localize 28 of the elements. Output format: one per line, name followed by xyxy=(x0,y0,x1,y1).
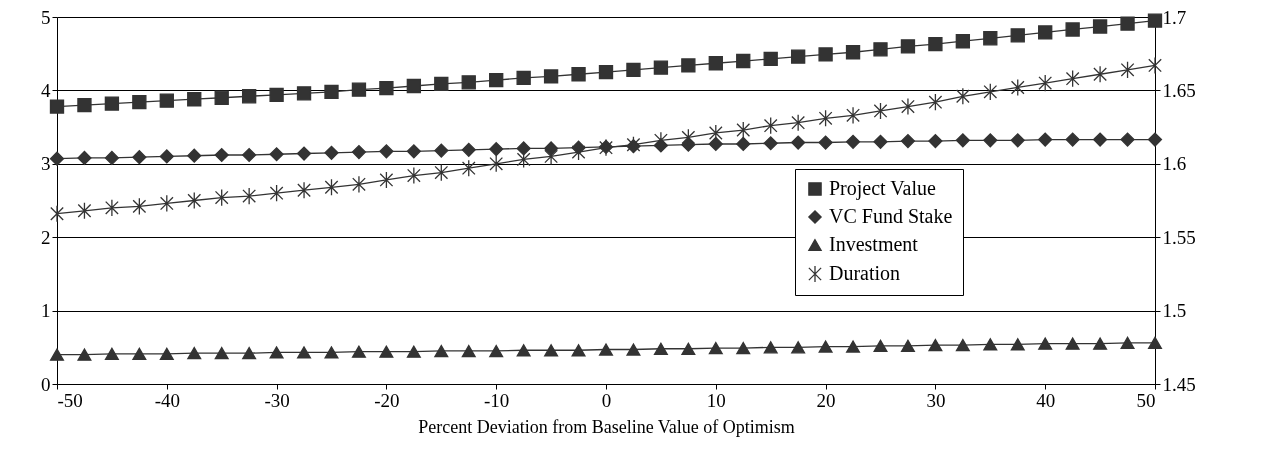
y-tick-label: 2 xyxy=(41,226,51,248)
x-tick-label: -50 xyxy=(57,389,83,411)
legend-label: VC Fund Stake xyxy=(829,205,953,227)
y2-tick-label: 1.65 xyxy=(1162,79,1196,101)
y2-tick-label: 1.55 xyxy=(1162,226,1196,248)
x-tick-label: 50 xyxy=(1136,389,1156,411)
y2-tick-label: 1.7 xyxy=(1162,6,1187,28)
y2-tick-label: 1.5 xyxy=(1162,300,1187,322)
y2-tick-label: 1.45 xyxy=(1162,373,1196,395)
x-tick-label: 0 xyxy=(601,389,612,411)
y-tick-label: 5 xyxy=(41,6,51,28)
legend-label: Investment xyxy=(829,233,919,255)
y-tick-label: 3 xyxy=(41,153,51,175)
x-tick-label: 30 xyxy=(926,389,946,411)
y2-tick-label: 1.6 xyxy=(1162,153,1187,175)
x-tick-label: -20 xyxy=(374,389,400,411)
y-tick-label: 4 xyxy=(41,79,51,101)
x-tick-label: -40 xyxy=(154,389,180,411)
x-axis-title: Percent Deviation from Baseline Value of Optimism xyxy=(418,416,795,437)
x-tick-label: 40 xyxy=(1036,389,1056,411)
legend-label: Duration xyxy=(829,262,901,284)
x-tick-label: -10 xyxy=(484,389,510,411)
legend-label: Project Value xyxy=(829,177,936,200)
y-tick-label: 1 xyxy=(41,300,51,322)
x-tick-label: 10 xyxy=(706,389,726,411)
x-tick-label: 20 xyxy=(816,389,836,411)
y-tick-label: 0 xyxy=(41,373,51,395)
x-tick-label: -30 xyxy=(264,389,290,411)
